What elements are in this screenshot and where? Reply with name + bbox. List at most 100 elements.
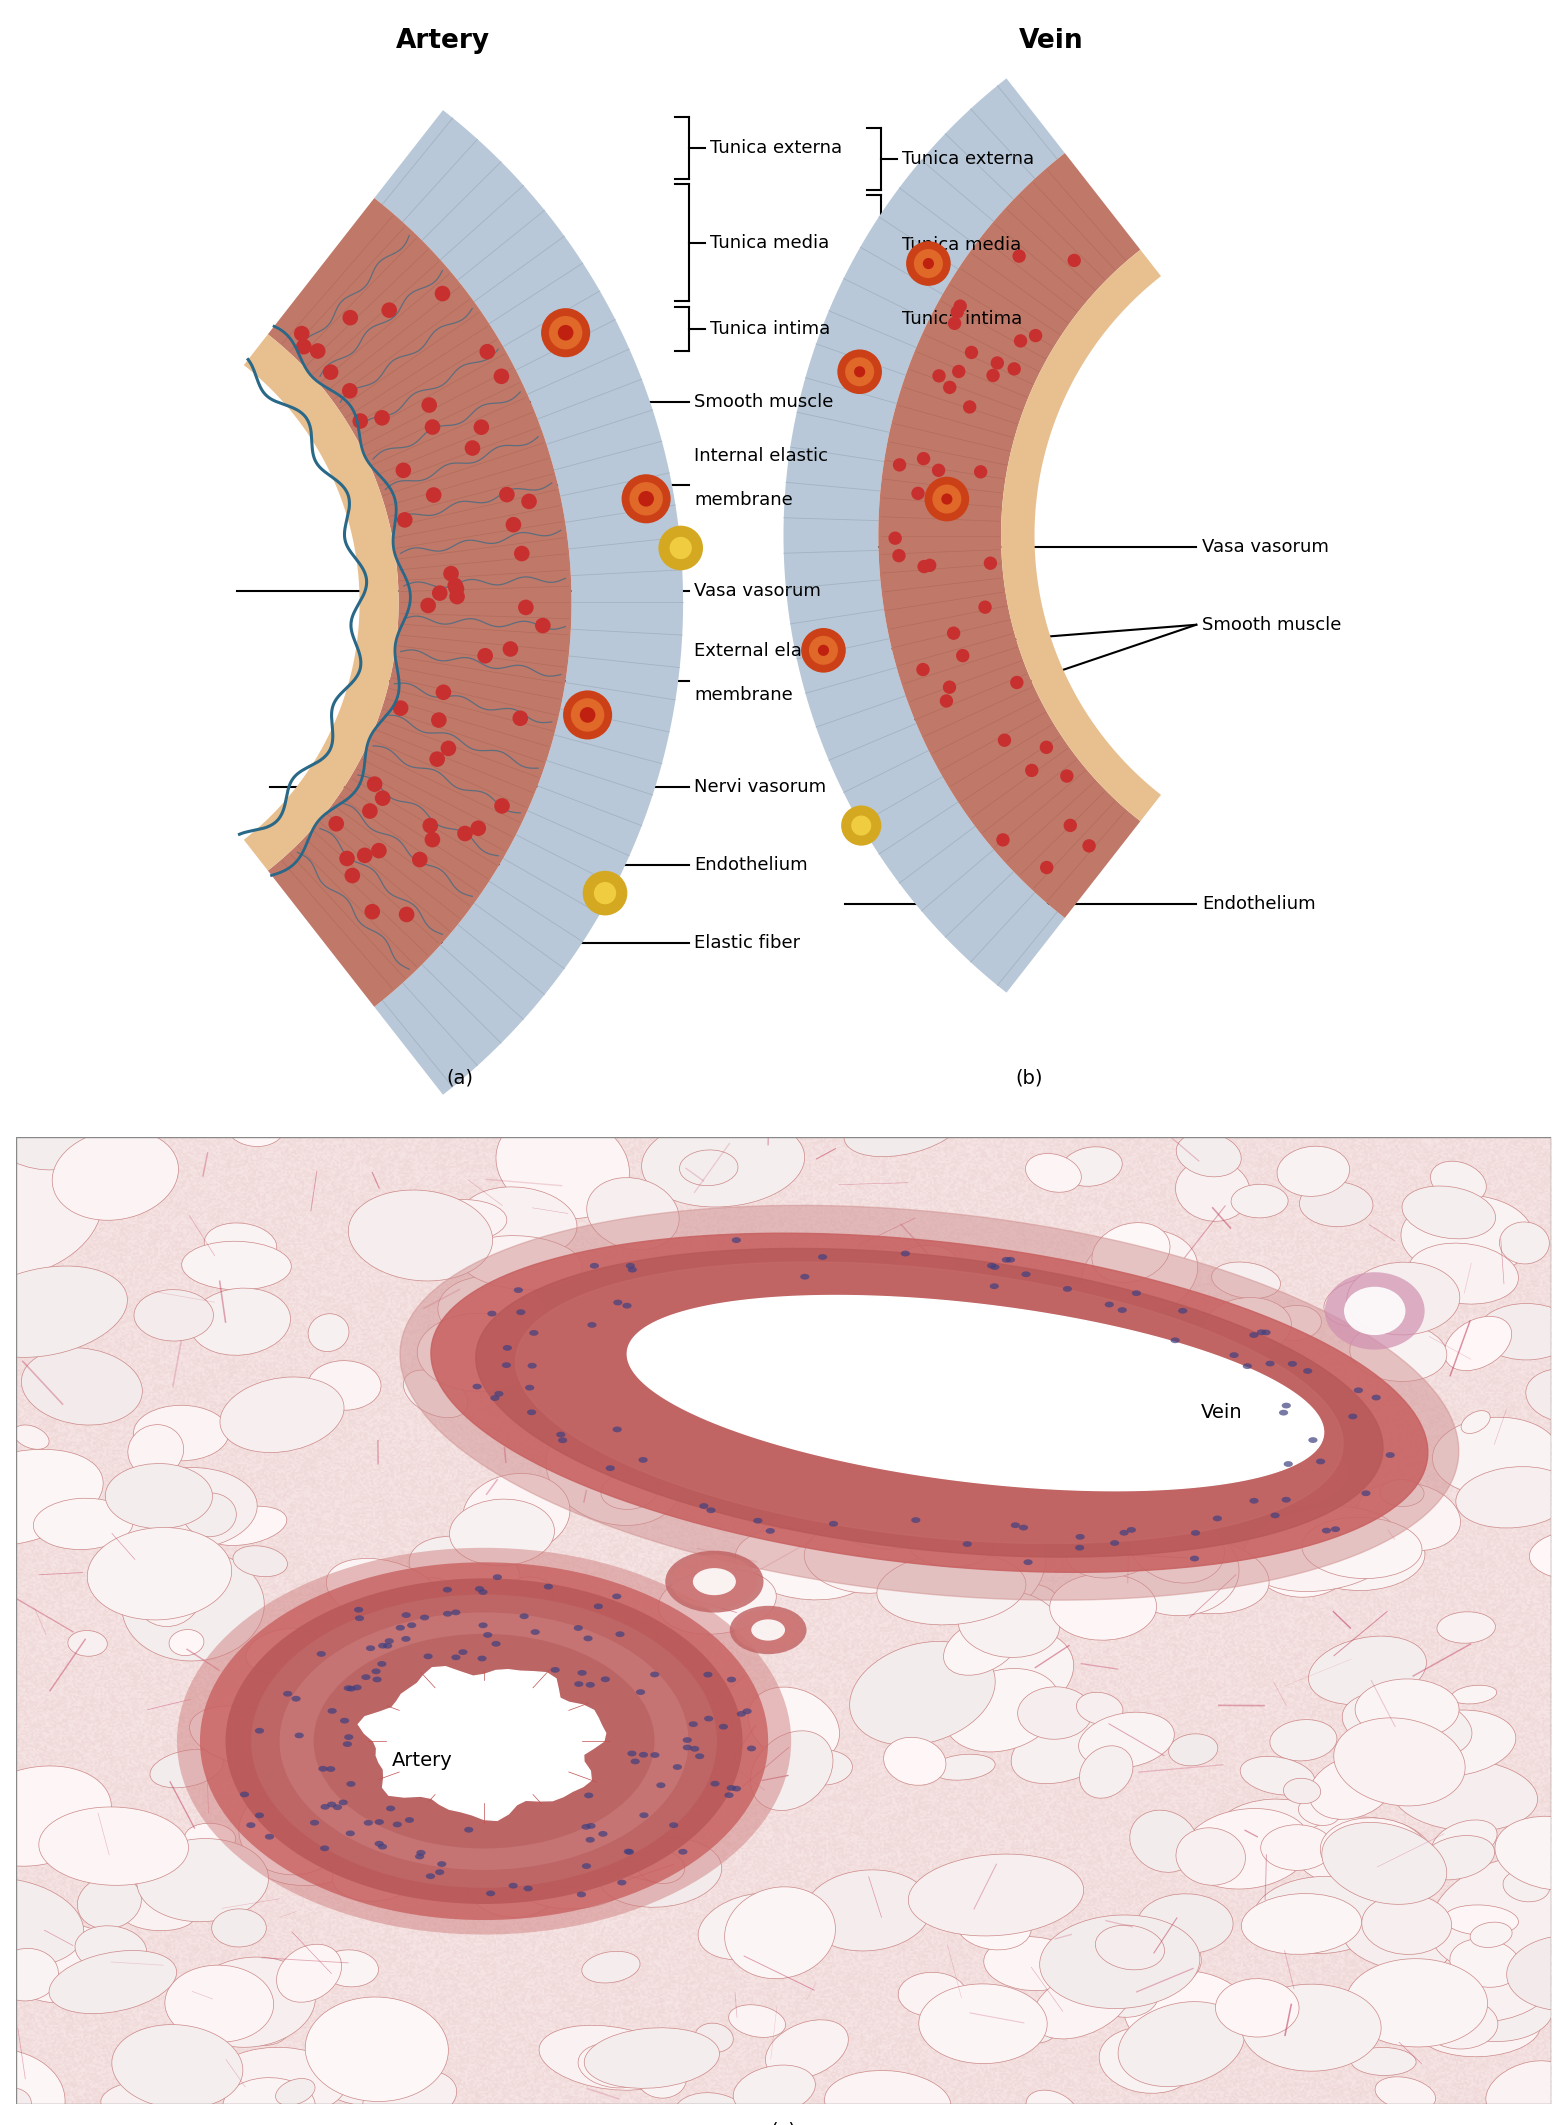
Circle shape [556, 1432, 566, 1436]
Text: (c): (c) [771, 2121, 796, 2125]
Circle shape [364, 1819, 373, 1825]
Ellipse shape [749, 1687, 840, 1764]
Circle shape [371, 844, 387, 858]
Ellipse shape [622, 1271, 754, 1354]
Ellipse shape [917, 1628, 1073, 1728]
Circle shape [550, 1666, 559, 1672]
Circle shape [953, 365, 965, 378]
Ellipse shape [1355, 1679, 1459, 1740]
Ellipse shape [233, 1545, 287, 1577]
Circle shape [384, 1638, 393, 1645]
Circle shape [914, 249, 943, 278]
Ellipse shape [378, 1774, 461, 1844]
Ellipse shape [0, 1766, 111, 1866]
Text: Endothelium: Endothelium [694, 856, 809, 873]
Ellipse shape [708, 1407, 845, 1492]
Ellipse shape [1255, 1409, 1340, 1447]
Circle shape [1304, 1368, 1312, 1375]
Circle shape [1014, 334, 1028, 348]
Circle shape [917, 453, 931, 465]
Ellipse shape [636, 2057, 686, 2097]
Ellipse shape [1476, 1872, 1531, 1902]
Ellipse shape [52, 1130, 179, 1220]
Circle shape [650, 1753, 660, 1757]
Ellipse shape [434, 1594, 483, 1613]
Ellipse shape [545, 1420, 682, 1526]
Circle shape [942, 493, 953, 504]
Circle shape [636, 1689, 646, 1696]
Text: Vasa vasorum: Vasa vasorum [694, 582, 821, 599]
Circle shape [638, 1458, 647, 1462]
Ellipse shape [244, 1808, 367, 1885]
Ellipse shape [597, 1422, 693, 1485]
Circle shape [401, 1636, 411, 1643]
Polygon shape [359, 1666, 606, 1821]
Circle shape [338, 1800, 348, 1806]
Ellipse shape [624, 1275, 680, 1322]
Ellipse shape [909, 1855, 1084, 1936]
Circle shape [1323, 1528, 1330, 1534]
Circle shape [801, 1273, 810, 1279]
Circle shape [527, 1409, 536, 1415]
Ellipse shape [1478, 1303, 1567, 1360]
Text: membrane: membrane [694, 491, 793, 508]
Circle shape [494, 1392, 503, 1396]
Ellipse shape [845, 1094, 965, 1156]
Text: Elastic fiber: Elastic fiber [694, 933, 801, 952]
Ellipse shape [729, 2004, 785, 2038]
Circle shape [501, 1362, 511, 1368]
Ellipse shape [150, 1749, 224, 1787]
Circle shape [1189, 1556, 1199, 1562]
Ellipse shape [1432, 1417, 1559, 1496]
Text: (a): (a) [447, 1069, 473, 1088]
Circle shape [443, 565, 459, 582]
Ellipse shape [1323, 1823, 1446, 1904]
Circle shape [683, 1745, 693, 1751]
Ellipse shape [804, 1870, 931, 1951]
Ellipse shape [204, 1224, 277, 1266]
Circle shape [201, 1562, 768, 1921]
Circle shape [689, 1747, 699, 1751]
Ellipse shape [1374, 2076, 1435, 2110]
Circle shape [704, 1715, 713, 1721]
Ellipse shape [887, 1284, 961, 1330]
Circle shape [1283, 1462, 1293, 1466]
Circle shape [639, 1813, 649, 1819]
Ellipse shape [116, 1468, 257, 1549]
Circle shape [317, 1651, 326, 1658]
Ellipse shape [321, 1951, 379, 1987]
Circle shape [321, 1804, 329, 1810]
Circle shape [473, 419, 489, 436]
Ellipse shape [105, 1464, 213, 1528]
Circle shape [483, 1632, 492, 1638]
Circle shape [630, 482, 663, 516]
Ellipse shape [617, 1621, 658, 1647]
Circle shape [371, 1668, 381, 1674]
Ellipse shape [1249, 1511, 1359, 1598]
Ellipse shape [1346, 1262, 1460, 1334]
Ellipse shape [824, 2070, 951, 2125]
Ellipse shape [1175, 1828, 1246, 1885]
Circle shape [291, 1696, 301, 1702]
Ellipse shape [1078, 1713, 1174, 1768]
Ellipse shape [459, 1188, 577, 1258]
Circle shape [544, 1583, 553, 1590]
Circle shape [1371, 1394, 1381, 1400]
Circle shape [586, 1836, 595, 1842]
Circle shape [506, 516, 522, 533]
Circle shape [581, 1864, 591, 1870]
Circle shape [425, 831, 440, 848]
Circle shape [696, 1753, 704, 1760]
Circle shape [1011, 1522, 1020, 1528]
Circle shape [901, 1252, 910, 1256]
Circle shape [473, 1383, 481, 1390]
Circle shape [704, 1672, 713, 1677]
Circle shape [1354, 1388, 1363, 1394]
Ellipse shape [1500, 1222, 1550, 1264]
Circle shape [1105, 1303, 1114, 1307]
Circle shape [1271, 1513, 1280, 1517]
Circle shape [487, 1311, 497, 1318]
Circle shape [401, 1613, 411, 1617]
Ellipse shape [1401, 1194, 1533, 1277]
Circle shape [1001, 1256, 1011, 1262]
